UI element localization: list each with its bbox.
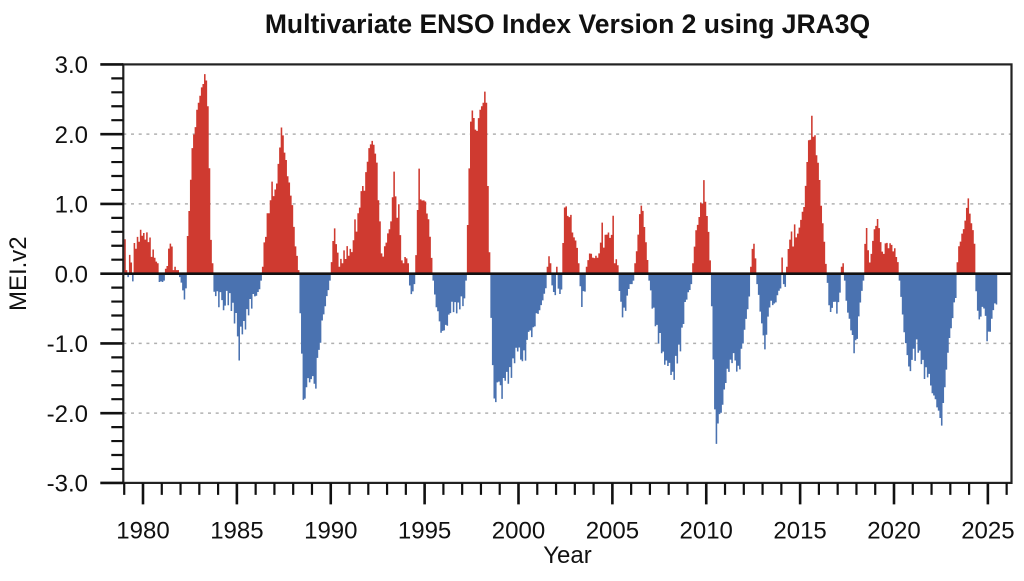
svg-text:1990: 1990 bbox=[304, 518, 357, 545]
svg-text:1985: 1985 bbox=[210, 518, 263, 545]
svg-text:-2.0: -2.0 bbox=[47, 401, 88, 428]
svg-text:2025: 2025 bbox=[961, 518, 1014, 545]
svg-text:2005: 2005 bbox=[586, 518, 639, 545]
svg-text:MEI.v2: MEI.v2 bbox=[5, 236, 32, 311]
svg-text:2010: 2010 bbox=[680, 518, 733, 545]
svg-text:2015: 2015 bbox=[773, 518, 826, 545]
svg-text:Multivariate ENSO Index Versio: Multivariate ENSO Index Version 2 using … bbox=[265, 9, 870, 39]
svg-text:1980: 1980 bbox=[116, 518, 169, 545]
svg-text:2020: 2020 bbox=[867, 518, 920, 545]
svg-text:2.0: 2.0 bbox=[55, 122, 88, 149]
svg-text:0.0: 0.0 bbox=[55, 261, 88, 288]
svg-text:-3.0: -3.0 bbox=[47, 471, 88, 498]
svg-text:1.0: 1.0 bbox=[55, 192, 88, 219]
svg-text:2000: 2000 bbox=[492, 518, 545, 545]
svg-text:1995: 1995 bbox=[398, 518, 451, 545]
svg-text:Year: Year bbox=[543, 542, 592, 569]
svg-text:-1.0: -1.0 bbox=[47, 331, 88, 358]
svg-text:3.0: 3.0 bbox=[55, 52, 88, 79]
